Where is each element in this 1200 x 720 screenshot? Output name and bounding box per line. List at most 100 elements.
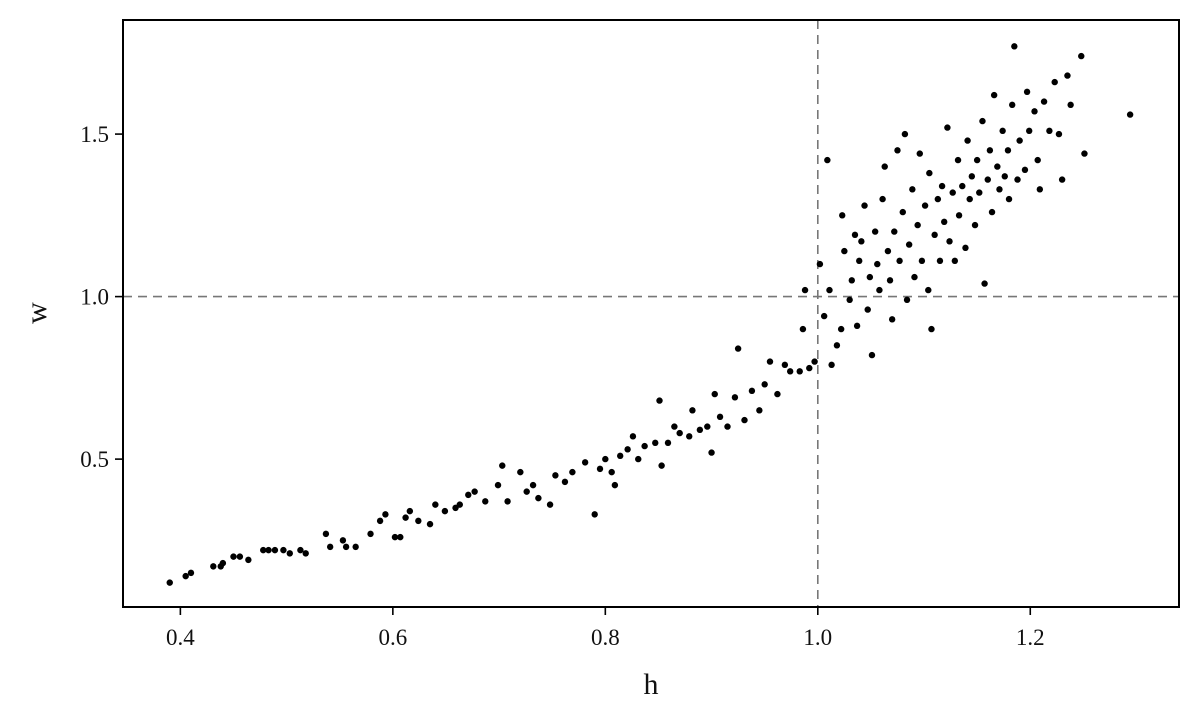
data-point [903,296,911,304]
data-point [658,462,665,469]
data-point [826,286,833,294]
data-point [861,202,868,209]
data-point [616,452,624,460]
data-point [848,277,855,284]
data-point [986,147,994,154]
data-point [1058,176,1066,183]
data-point [265,546,272,554]
data-point [911,273,918,281]
data-point [432,501,439,508]
data-point [964,137,971,144]
data-point [868,351,876,359]
data-point [280,546,287,554]
data-point [871,228,879,235]
x-tick-label: 1.2 [1016,625,1045,650]
data-point [959,182,966,190]
data-point [941,218,948,226]
data-point [376,517,384,525]
data-point [552,472,559,479]
data-point [1001,173,1008,180]
data-point [367,530,374,538]
data-point [984,176,991,183]
data-point [968,173,976,180]
data-point [866,273,874,281]
data-point [230,553,237,560]
data-point [456,501,463,508]
data-point [166,579,173,586]
data-point [946,238,953,245]
reference-lines [123,20,1179,607]
data-point [909,186,916,193]
data-point [535,494,542,502]
data-point [734,345,742,352]
data-point [761,381,768,388]
data-point [1011,43,1018,50]
points-layer [166,43,1134,586]
data-point [1026,127,1033,135]
data-point [888,316,896,323]
data-point [1004,147,1012,154]
data-point [671,423,678,430]
data-point [391,533,399,541]
data-point [891,228,898,235]
data-point [608,468,615,476]
data-point [711,390,718,398]
x-tick-label: 0.6 [378,625,407,650]
data-point [591,511,598,518]
data-point [748,387,756,395]
data-point [899,208,906,216]
y-axis-ticks: 0.5 1.0 1.5 [80,122,123,472]
data-point [219,559,227,567]
data-point [796,368,803,375]
x-axis-ticks: 0.4 0.6 0.8 1.0 1.2 [166,607,1045,650]
data-point [1005,195,1013,203]
data-point [517,468,524,476]
data-point [1051,78,1058,86]
data-point [441,507,449,515]
data-point [624,446,631,453]
data-point [981,280,988,287]
data-point [786,368,794,375]
data-point [856,257,863,265]
data-point [1078,52,1085,60]
data-point [936,257,944,265]
data-point [286,550,293,557]
data-point [999,127,1006,135]
data-point [1036,186,1044,193]
data-point [1034,156,1041,164]
data-point [905,241,913,248]
data-point [914,221,921,229]
data-point [1023,88,1031,96]
data-point [397,533,404,541]
data-point [966,195,973,203]
data-point [971,221,979,229]
data-point [352,543,359,551]
data-point [245,556,252,564]
data-point [833,342,841,349]
data-point [664,439,672,447]
data-point [686,433,693,440]
data-point [1040,98,1048,105]
data-point [271,546,279,554]
data-point [260,546,267,554]
data-point [858,238,865,245]
data-point [704,423,711,430]
data-point [990,91,998,99]
data-point [182,572,189,580]
data-point [641,442,648,450]
data-point [629,433,637,440]
data-point [876,286,883,294]
data-point [731,394,739,401]
data-point [1014,176,1021,183]
data-point [342,543,350,551]
data-point [561,478,569,486]
data-point [236,553,244,560]
data-point [210,563,217,570]
data-point [841,247,848,255]
data-point [676,429,683,437]
data-point [801,286,809,294]
data-point [741,416,748,424]
data-point [635,455,642,463]
data-point [465,491,472,499]
data-point [546,501,554,508]
